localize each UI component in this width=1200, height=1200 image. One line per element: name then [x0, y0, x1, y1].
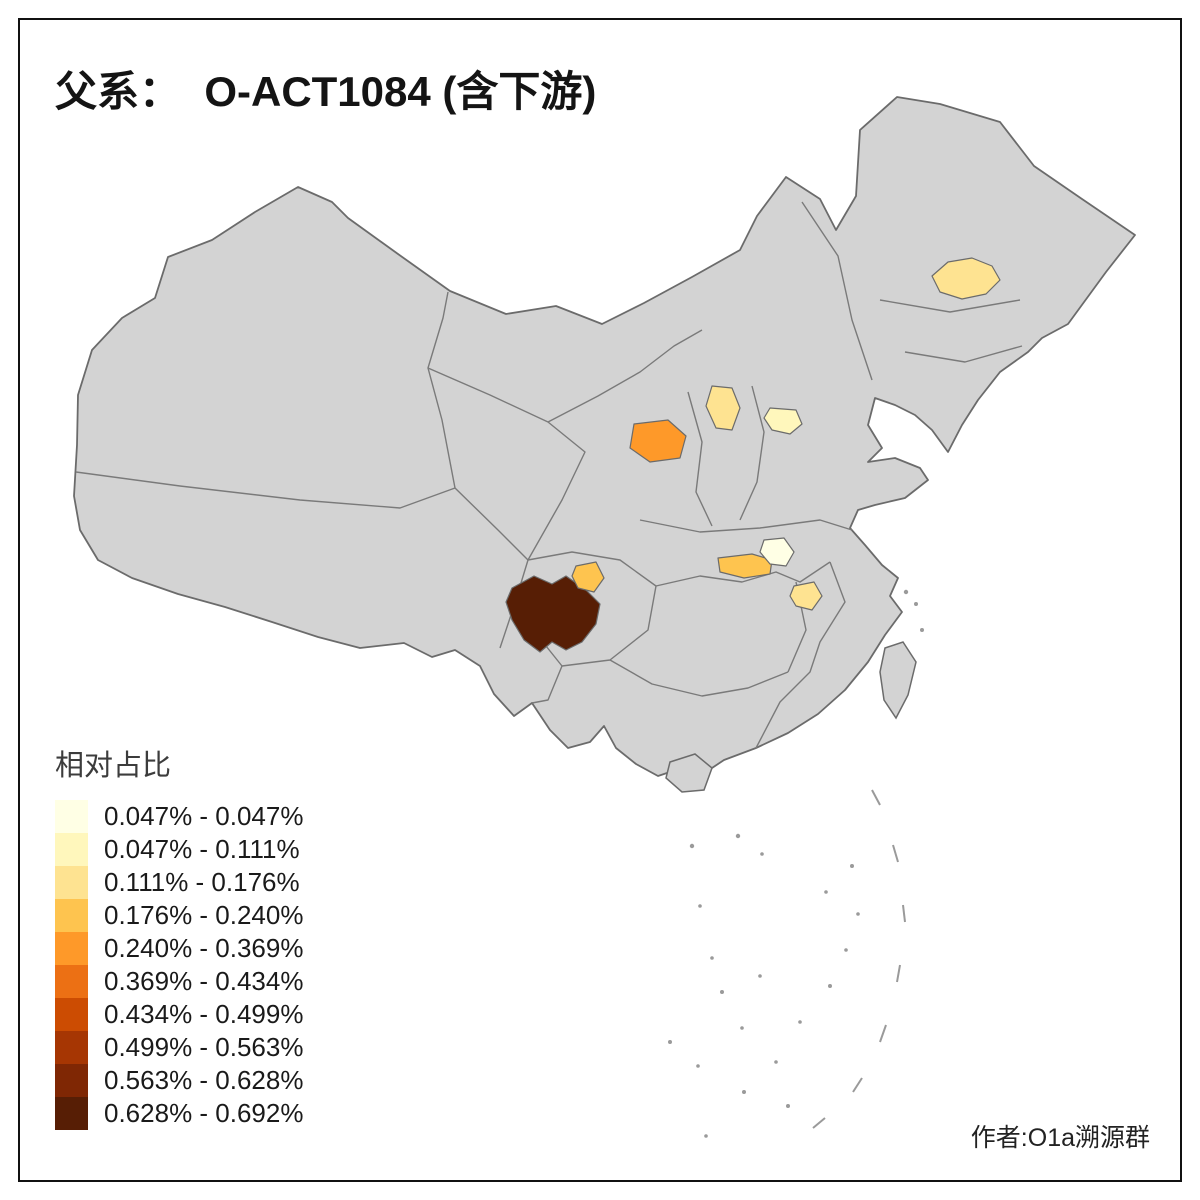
legend-label: 0.628% - 0.692%: [104, 1098, 304, 1128]
legend-swatch: [55, 1064, 88, 1097]
legend-swatch: [55, 866, 88, 899]
hainan-island: [665, 753, 713, 793]
legend-row: 0.563% - 0.628%: [55, 1064, 303, 1097]
legend-row: 0.499% - 0.563%: [55, 1031, 303, 1064]
border-yunnan-east: [531, 665, 563, 704]
legend-row: 0.047% - 0.047%: [55, 800, 303, 833]
border-yangtze-middle: [655, 561, 831, 587]
highlighted-regions: [505, 257, 1001, 653]
region-sichuan-small: [571, 561, 605, 593]
legend-row: 0.111% - 0.176%: [55, 866, 303, 899]
legend-swatch: [55, 998, 88, 1031]
legend-swatch: [55, 1031, 88, 1064]
author-credit: 作者:O1a溯源群: [970, 1124, 1150, 1152]
region-hubei-pale: [759, 537, 795, 567]
border-jilin-liaoning: [904, 345, 1023, 363]
legend-label: 0.563% - 0.628%: [104, 1065, 304, 1095]
border-ne-innermongolia: [801, 201, 873, 381]
legend-label: 0.176% - 0.240%: [104, 900, 304, 930]
province-borders: [75, 201, 1023, 749]
region-shaanxi-orange: [629, 419, 687, 463]
border-gansu-innermongolia: [547, 329, 703, 423]
legend-swatch: [55, 932, 88, 965]
region-hebei-pale: [763, 407, 803, 435]
legend-label: 0.111% - 0.176%: [104, 867, 300, 897]
region-northeast-harbin: [931, 257, 1001, 300]
border-se-coastal: [755, 561, 846, 749]
region-hubei-west-strip: [717, 553, 773, 579]
page-title: 父系： O-ACT1084 (含下游): [55, 68, 597, 115]
legend-title: 相对占比: [55, 750, 172, 782]
region-hunan-northeast: [789, 581, 823, 611]
border-qinghai: [427, 367, 586, 561]
sea-islands: [668, 589, 924, 1138]
sea-dash-line: [812, 789, 906, 1129]
legend-row: 0.369% - 0.434%: [55, 965, 303, 998]
legend-label: 0.499% - 0.563%: [104, 1032, 304, 1062]
legend-swatch: [55, 965, 88, 998]
legend-label: 0.047% - 0.111%: [104, 834, 300, 864]
legend-swatch: [55, 899, 88, 932]
mainland-china: [73, 96, 1136, 785]
region-sichuan-dark: [505, 575, 601, 653]
legend: 相对占比 0.047% - 0.047% 0.047% - 0.111% 0.1…: [55, 742, 303, 1130]
border-sichuan-basin: [513, 551, 657, 667]
border-south-china: [609, 659, 789, 697]
border-shanxi-east: [739, 385, 765, 521]
border-xinjiang-south: [75, 471, 456, 509]
legend-label: 0.047% - 0.047%: [104, 801, 304, 831]
legend-label: 0.434% - 0.499%: [104, 999, 304, 1029]
legend-swatch: [55, 833, 88, 866]
border-heilongjiang-jilin: [879, 299, 1021, 313]
border-shanxi-west: [687, 391, 713, 527]
region-shanxi-north: [705, 385, 741, 431]
legend-row: 0.628% - 0.692%: [55, 1097, 303, 1130]
legend-row: 0.176% - 0.240%: [55, 899, 303, 932]
legend-label: 0.240% - 0.369%: [104, 933, 304, 963]
legend-swatch: [55, 800, 88, 833]
legend-label: 0.369% - 0.434%: [104, 966, 304, 996]
legend-row: 0.434% - 0.499%: [55, 998, 303, 1031]
legend-row: 0.047% - 0.111%: [55, 833, 303, 866]
legend-row: 0.240% - 0.369%: [55, 932, 303, 965]
border-north-china-plain: [639, 519, 853, 533]
taiwan-island: [879, 641, 917, 720]
legend-swatch: [55, 1097, 88, 1130]
